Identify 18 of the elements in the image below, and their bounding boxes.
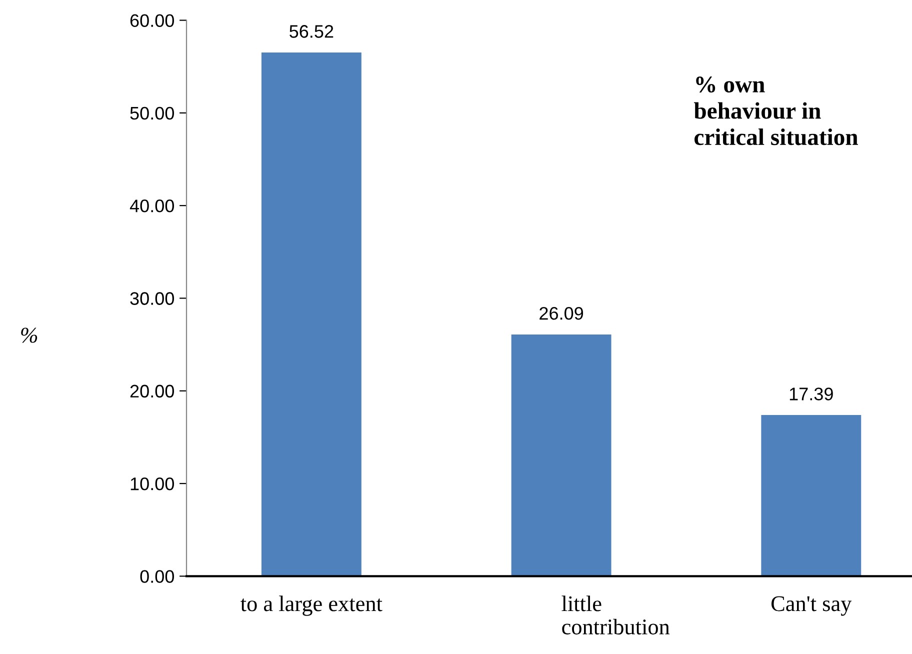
x-tick-label: Can't say [771,596,852,616]
x-tick-label: little contribution [562,596,670,634]
y-tick-label: 60.00 [130,14,174,27]
y-tick-label: 10.00 [130,477,174,490]
text: % own behaviour in critical situation [694,76,858,146]
y-axis-title: % [21,328,38,343]
data-label: 17.39 [790,388,833,400]
y-tick-label: 20.00 [130,384,174,398]
data-label: 26.09 [540,306,584,320]
y-tick-label: 0.00 [140,570,174,583]
bar [261,52,362,576]
bar [511,334,612,576]
y-tick-label: 50.00 [130,106,174,120]
data-label: 56.52 [290,25,334,38]
x-tick-label: to a large extent [240,596,382,616]
y-tick-label: 40.00 [130,200,174,212]
bar [761,415,862,576]
y-tick-label: 30.00 [130,292,174,305]
